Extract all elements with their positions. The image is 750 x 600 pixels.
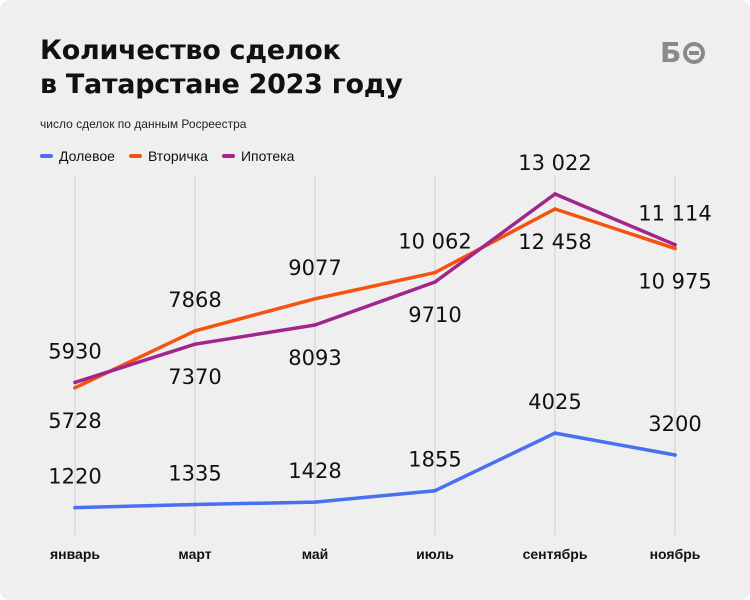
x-tick-label: май [302, 546, 329, 562]
legend-swatch-ipoteka [221, 154, 235, 158]
legend-swatch-dolevoe [40, 154, 53, 158]
legend-item-ipoteka: Ипотека [221, 148, 295, 164]
data-point-ipoteka [673, 242, 677, 247]
data-point-ipoteka [553, 192, 557, 196]
title-line-2: в Татарстане 2023 году [40, 69, 403, 100]
legend: Долевое Вторичка Ипотека [40, 148, 294, 164]
data-point-dolevoe [673, 453, 677, 457]
logo-letter-o [683, 41, 706, 64]
data-label-dolevoe: 1428 [288, 459, 341, 483]
data-label-vtorichka: 10 975 [638, 269, 711, 293]
data-point-dolevoe [553, 431, 557, 435]
data-point-vtorichka [673, 246, 677, 251]
data-point-ipoteka [193, 342, 197, 346]
data-point-vtorichka [553, 207, 557, 211]
legend-label-vtorichka: Вторичка [147, 148, 208, 164]
chart-title: Количество сделок в Татарстане 2023 году [40, 34, 403, 102]
series-line-dolevoe [73, 431, 677, 510]
data-label-vtorichka: 12 458 [518, 230, 591, 254]
data-point-dolevoe [313, 500, 317, 504]
data-point-vtorichka [73, 385, 77, 390]
x-tick-label: март [178, 546, 211, 562]
data-label-ipoteka: 5930 [48, 339, 101, 363]
data-label-ipoteka: 7370 [168, 365, 221, 389]
series-line-ipoteka [73, 192, 677, 385]
data-label-dolevoe: 1335 [168, 462, 221, 486]
data-point-ipoteka [313, 323, 317, 327]
data-point-vtorichka [433, 270, 437, 275]
data-label-dolevoe: 4025 [528, 390, 581, 414]
x-tick-label: сентябрь [523, 546, 588, 562]
data-label-dolevoe: 1220 [48, 465, 101, 489]
data-point-ipoteka [433, 280, 437, 284]
data-label-ipoteka: 13 022 [518, 151, 591, 175]
data-label-ipoteka: 8093 [288, 346, 341, 370]
data-label-vtorichka: 10 062 [398, 230, 471, 254]
bo-logo: Б [660, 36, 706, 69]
legend-item-vtorichka: Вторичка [128, 148, 208, 164]
legend-label-ipoteka: Ипотека [240, 148, 295, 164]
data-label-vtorichka: 7868 [168, 288, 221, 312]
data-point-dolevoe [73, 505, 77, 510]
data-label-dolevoe: 3200 [648, 412, 701, 436]
data-point-vtorichka [193, 329, 197, 333]
x-tick-label: ноябрь [650, 546, 701, 562]
logo-letter-b: Б [660, 36, 682, 69]
chart-subtitle: число сделок по данным Росреестра [40, 117, 247, 131]
x-tick-label: январь [50, 546, 100, 562]
data-point-vtorichka [313, 297, 317, 301]
data-label-vtorichka: 5728 [48, 409, 101, 433]
legend-item-dolevoe: Долевое [40, 148, 115, 164]
series-line-vtorichka [73, 207, 677, 390]
legend-swatch-vtorichka [128, 154, 142, 158]
data-point-dolevoe [433, 488, 437, 493]
data-point-dolevoe [193, 502, 197, 507]
title-line-1: Количество сделок [40, 35, 341, 66]
data-point-ipoteka [73, 380, 77, 385]
legend-label-dolevoe: Долевое [59, 148, 115, 164]
data-label-ipoteka: 9710 [408, 303, 461, 327]
data-label-vtorichka: 9077 [288, 256, 341, 280]
data-label-dolevoe: 1855 [408, 448, 461, 472]
data-label-ipoteka: 11 114 [638, 202, 711, 226]
x-tick-label: июль [416, 546, 454, 562]
